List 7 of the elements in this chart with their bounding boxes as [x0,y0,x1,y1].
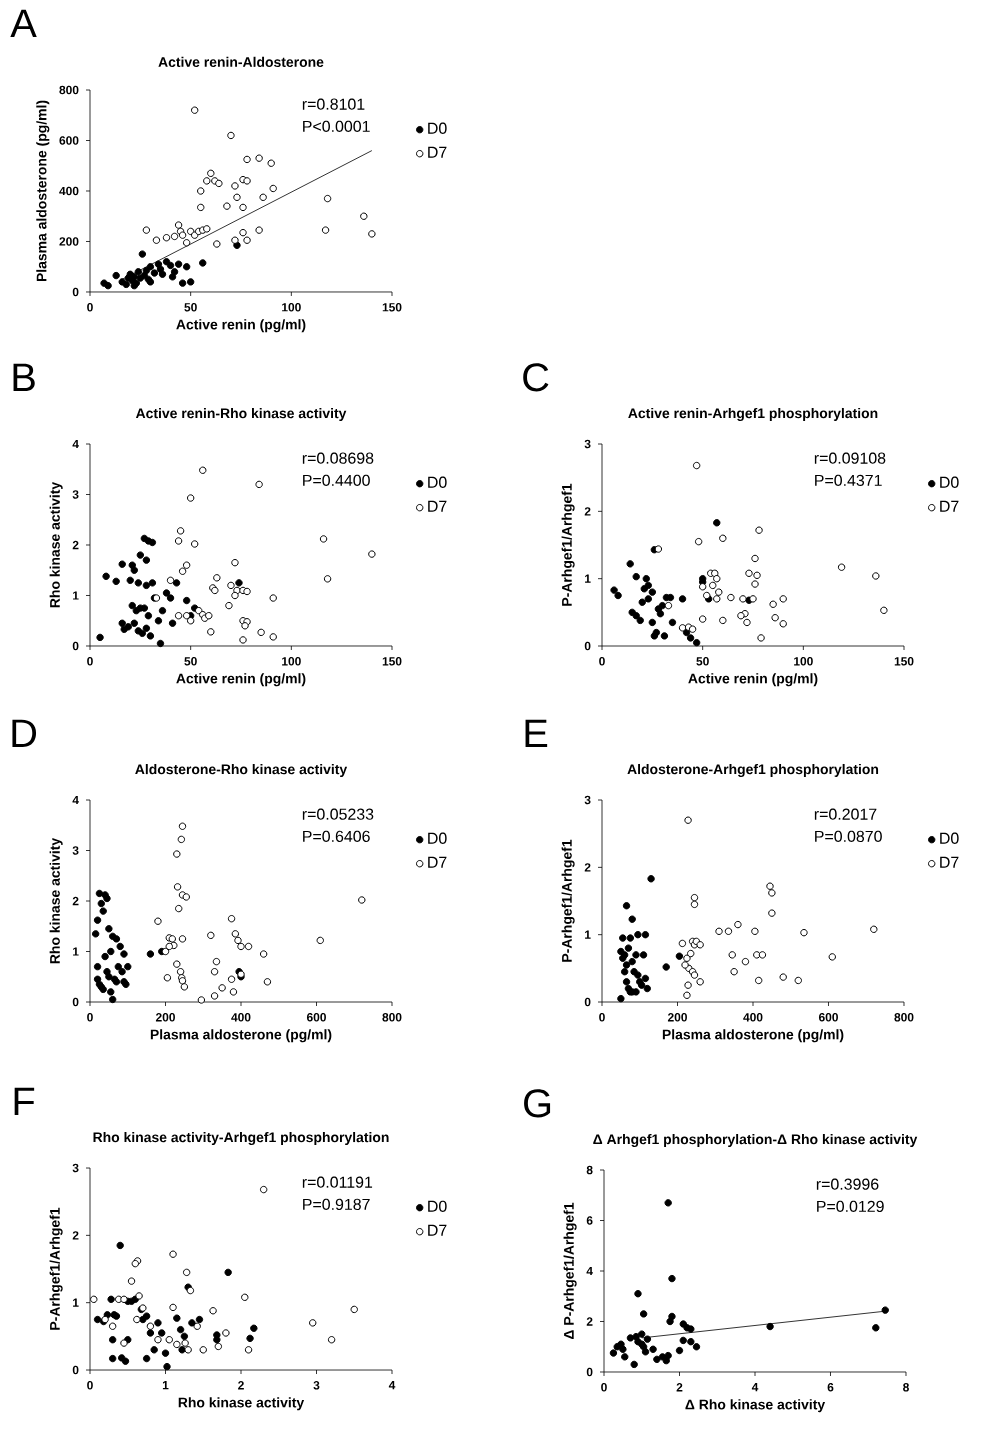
text: F [14,1087,35,1116]
text: C [523,363,549,392]
text: B [13,363,35,392]
text: A [10,9,37,38]
text: D [12,719,37,748]
text: G [524,1089,551,1118]
text: E [525,719,548,748]
